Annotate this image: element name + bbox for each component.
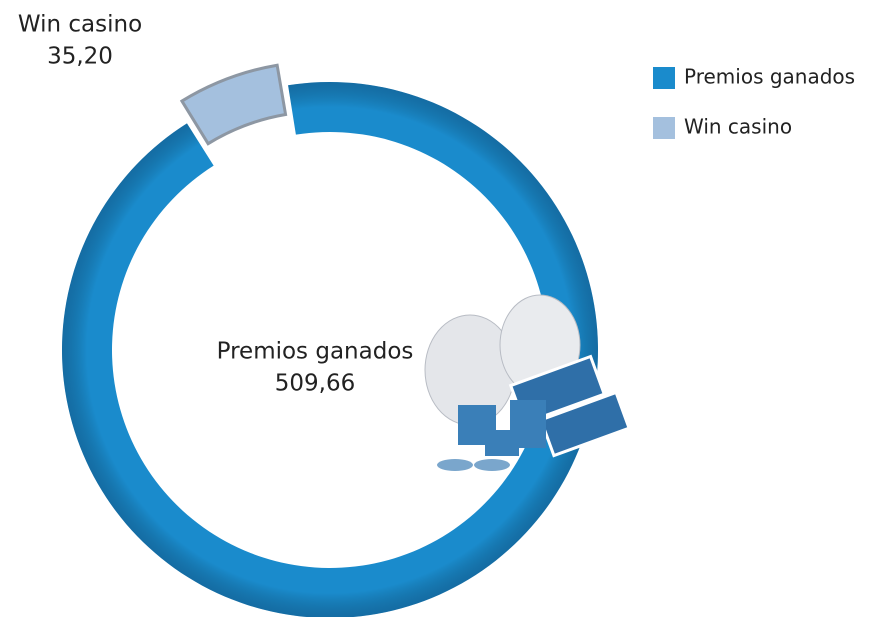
legend: Premios ganados Win casino xyxy=(653,65,855,139)
data-label-name: Win casino xyxy=(18,12,142,38)
legend-label: Win casino xyxy=(684,115,792,139)
legend-swatch xyxy=(653,117,675,139)
money-icon xyxy=(424,294,632,471)
donut xyxy=(62,63,598,617)
data-label-value: 35,20 xyxy=(47,44,113,70)
slice xyxy=(179,63,288,146)
data-label-value: 509,66 xyxy=(275,371,355,397)
data-label-name: Premios ganados xyxy=(217,339,414,365)
legend-label: Premios ganados xyxy=(684,65,855,89)
labels: Premios ganados 509,66 Win casino 35,20 xyxy=(18,12,414,397)
legend-swatch xyxy=(653,67,675,89)
